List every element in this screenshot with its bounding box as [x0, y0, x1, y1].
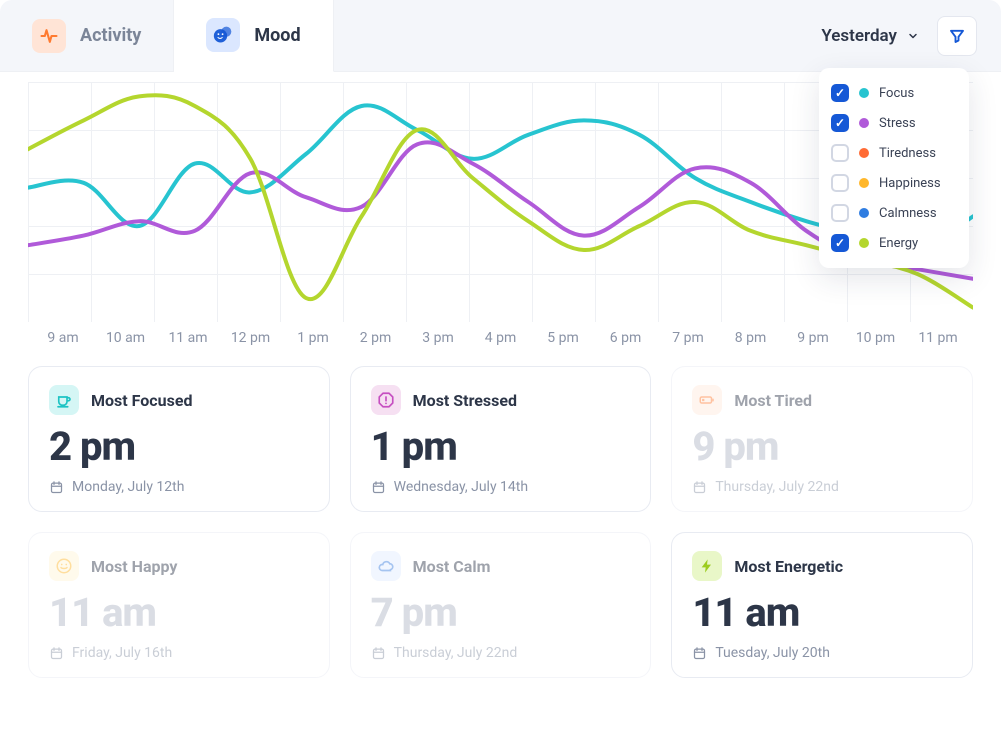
- card-header: Most Focused: [49, 385, 309, 415]
- calendar-icon: [692, 480, 707, 495]
- summary-card[interactable]: Most Calm 7 pm Thursday, July 22nd: [350, 532, 652, 678]
- card-date: Tuesday, July 20th: [692, 645, 952, 661]
- card-title: Most Stressed: [413, 391, 517, 410]
- legend-swatch: [859, 208, 869, 218]
- chevron-down-icon: [907, 30, 919, 42]
- x-tick-label: 11 am: [159, 330, 217, 346]
- bolt-icon: [692, 551, 722, 581]
- card-title: Most Tired: [734, 391, 812, 410]
- legend-swatch: [859, 238, 869, 248]
- calendar-icon: [49, 480, 64, 495]
- legend-checkbox[interactable]: [831, 114, 849, 132]
- x-tick-label: 12 pm: [222, 330, 280, 346]
- cloud-icon: [371, 551, 401, 581]
- chart-x-axis: 9 am 10 am11 am 12 pm1 pm 2 pm3 pm 4 pm5 pm 6…: [28, 322, 973, 346]
- card-title: Most Focused: [91, 391, 192, 410]
- period-selector[interactable]: Yesterday: [803, 0, 937, 72]
- legend-popover: Focus Stress Tiredness Happiness Calmnes…: [819, 68, 969, 268]
- legend-label: Calmness: [879, 206, 937, 221]
- legend-label: Focus: [879, 86, 914, 101]
- card-value: 2 pm: [49, 425, 309, 469]
- tab-mood-label: Mood: [254, 25, 300, 46]
- card-title: Most Energetic: [734, 557, 843, 576]
- calendar-icon: [692, 646, 707, 661]
- summary-card[interactable]: Most Energetic 11 am Tuesday, July 20th: [671, 532, 973, 678]
- card-date: Wednesday, July 14th: [371, 479, 631, 495]
- legend-label: Stress: [879, 116, 916, 131]
- x-tick-label: 8 pm: [722, 330, 780, 346]
- card-value: 11 am: [49, 591, 309, 635]
- legend-checkbox[interactable]: [831, 144, 849, 162]
- legend-checkbox[interactable]: [831, 84, 849, 102]
- tab-bar: Activity Mood Yesterday: [0, 0, 1001, 72]
- x-tick-label: 11 pm: [909, 330, 967, 346]
- summary-card[interactable]: Most Tired 9 pm Thursday, July 22nd: [671, 366, 973, 512]
- tab-activity-label: Activity: [80, 25, 141, 46]
- filter-icon: [948, 27, 966, 45]
- card-value: 11 am: [692, 591, 952, 635]
- legend-checkbox[interactable]: [831, 204, 849, 222]
- legend-swatch: [859, 178, 869, 188]
- legend-item[interactable]: Focus: [831, 78, 957, 108]
- legend-item[interactable]: Tiredness: [831, 138, 957, 168]
- legend-checkbox[interactable]: [831, 234, 849, 252]
- x-tick-label: 10 pm: [847, 330, 905, 346]
- x-tick-label: 4 pm: [472, 330, 530, 346]
- x-tick-label: 2 pm: [347, 330, 405, 346]
- alert-icon: [371, 385, 401, 415]
- x-tick-label: 6 pm: [597, 330, 655, 346]
- legend-item[interactable]: Stress: [831, 108, 957, 138]
- legend-swatch: [859, 148, 869, 158]
- legend-item[interactable]: Energy: [831, 228, 957, 258]
- tab-mood[interactable]: Mood: [174, 0, 333, 72]
- summary-card[interactable]: Most Focused 2 pm Monday, July 12th: [28, 366, 330, 512]
- calendar-icon: [371, 646, 386, 661]
- card-date: Monday, July 12th: [49, 479, 309, 495]
- summary-card[interactable]: Most Stressed 1 pm Wednesday, July 14th: [350, 366, 652, 512]
- legend-label: Tiredness: [879, 146, 936, 161]
- battery-icon: [692, 385, 722, 415]
- legend-checkbox[interactable]: [831, 174, 849, 192]
- legend-item[interactable]: Happiness: [831, 168, 957, 198]
- card-header: Most Tired: [692, 385, 952, 415]
- legend-swatch: [859, 118, 869, 128]
- card-date: Friday, July 16th: [49, 645, 309, 661]
- x-tick-label: 9 pm: [784, 330, 842, 346]
- filter-button[interactable]: [937, 16, 977, 56]
- card-value: 1 pm: [371, 425, 631, 469]
- smile-icon: [49, 551, 79, 581]
- x-tick-label: 1 pm: [284, 330, 342, 346]
- card-title: Most Calm: [413, 557, 491, 576]
- card-value: 7 pm: [371, 591, 631, 635]
- card-title: Most Happy: [91, 557, 177, 576]
- summary-cards: Most Focused 2 pm Monday, July 12th Most…: [0, 346, 1001, 698]
- x-tick-label: 3 pm: [409, 330, 467, 346]
- card-header: Most Calm: [371, 551, 631, 581]
- card-header: Most Happy: [49, 551, 309, 581]
- mood-icon: [206, 18, 240, 52]
- legend-item[interactable]: Calmness: [831, 198, 957, 228]
- card-date: Thursday, July 22nd: [371, 645, 631, 661]
- legend-label: Energy: [879, 236, 918, 251]
- summary-card[interactable]: Most Happy 11 am Friday, July 16th: [28, 532, 330, 678]
- x-tick-label: 9 am: [34, 330, 92, 346]
- card-header: Most Energetic: [692, 551, 952, 581]
- legend-swatch: [859, 88, 869, 98]
- activity-icon: [32, 19, 66, 53]
- x-tick-label: 10 am: [97, 330, 155, 346]
- tab-activity[interactable]: Activity: [0, 0, 174, 72]
- x-tick-label: 5 pm: [534, 330, 592, 346]
- card-header: Most Stressed: [371, 385, 631, 415]
- card-value: 9 pm: [692, 425, 952, 469]
- card-date: Thursday, July 22nd: [692, 479, 952, 495]
- calendar-icon: [371, 480, 386, 495]
- period-label: Yesterday: [821, 26, 897, 46]
- cup-icon: [49, 385, 79, 415]
- x-tick-label: 7 pm: [659, 330, 717, 346]
- legend-label: Happiness: [879, 176, 941, 191]
- calendar-icon: [49, 646, 64, 661]
